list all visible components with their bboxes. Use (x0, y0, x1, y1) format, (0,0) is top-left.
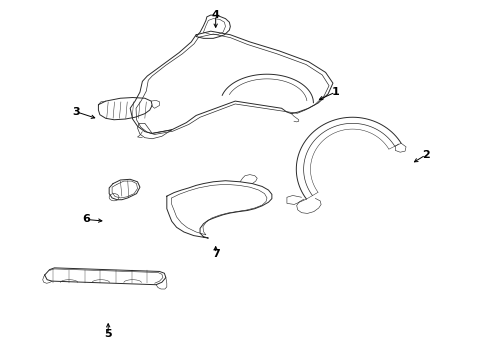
Text: 1: 1 (332, 87, 339, 97)
Text: 5: 5 (104, 329, 112, 339)
Text: 3: 3 (73, 107, 80, 117)
Text: 6: 6 (82, 215, 90, 224)
Text: 2: 2 (422, 150, 430, 160)
Text: 7: 7 (212, 248, 220, 258)
Text: 4: 4 (212, 10, 220, 20)
